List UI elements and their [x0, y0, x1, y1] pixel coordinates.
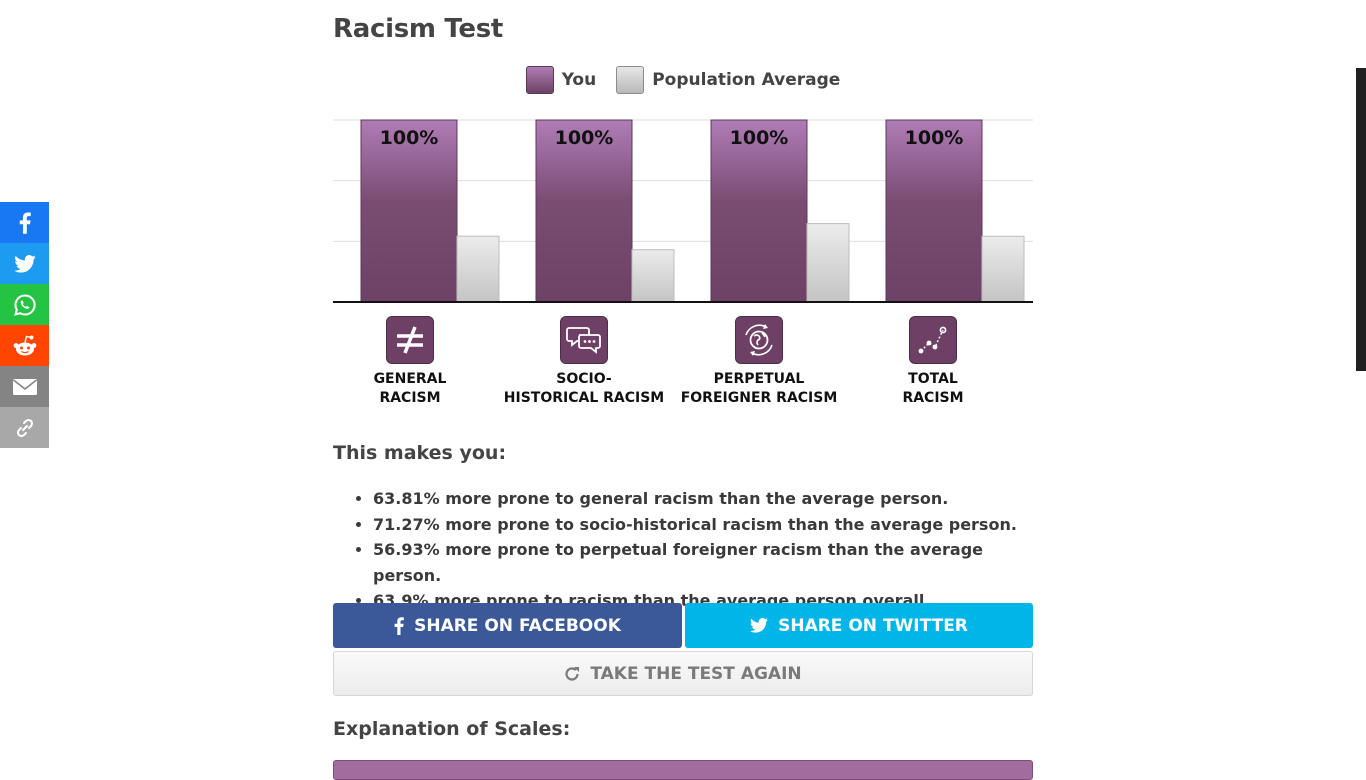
results-bar-chart: 100% 100% 100% 100% — [333, 119, 1033, 303]
category-labels: GENERAL RACISM SOCIO- HISTORICAL RACISM PE… — [333, 316, 1033, 408]
legend-item-average: Population Average — [616, 66, 840, 94]
share-rail-copy-link[interactable] — [0, 407, 49, 448]
category-label: TOTAL RACISM — [902, 371, 964, 406]
share-facebook-label: SHARE ON FACEBOOK — [414, 615, 621, 636]
legend-label-average: Population Average — [652, 70, 841, 90]
twitter-icon — [750, 618, 769, 633]
whatsapp-icon — [13, 293, 36, 316]
social-share-rail — [0, 202, 49, 448]
facebook-icon — [19, 212, 31, 234]
globe-icon — [735, 316, 783, 364]
share-twitter-label: SHARE ON TWITTER — [778, 615, 968, 636]
legend-label-you: You — [561, 70, 597, 90]
share-rail-facebook[interactable] — [0, 202, 49, 243]
graph-nodes-icon — [909, 316, 957, 364]
results-heading: This makes you: — [333, 442, 507, 464]
explanation-scale-bar — [333, 760, 1033, 780]
speech-bubbles-icon — [560, 316, 608, 364]
bar-average-1 — [456, 235, 500, 303]
legend-item-you: You — [525, 66, 597, 94]
bar-you-label-3: 100% — [730, 127, 789, 149]
bar-you-2 — [535, 119, 633, 303]
twitter-icon — [13, 254, 36, 273]
bar-average-3 — [806, 223, 850, 303]
category-label: GENERAL RACISM — [373, 371, 447, 406]
category-label: SOCIO- HISTORICAL RACISM — [503, 371, 665, 406]
category-label: PERPETUAL FOREIGNER RACISM — [680, 371, 838, 406]
share-rail-twitter[interactable] — [0, 243, 49, 284]
facebook-icon — [394, 616, 404, 635]
category-general-racism: GENERAL RACISM — [320, 316, 500, 408]
bar-you-4 — [885, 119, 983, 303]
reddit-icon — [13, 335, 36, 355]
bar-you-label-4: 100% — [905, 127, 964, 149]
chart-legend: You Population Average — [333, 66, 1033, 94]
share-rail-reddit[interactable] — [0, 325, 49, 366]
category-perpetual-foreigner-racism: PERPETUAL FOREIGNER RACISM — [669, 316, 849, 408]
page-title: Racism Test — [333, 14, 504, 44]
not-equal-icon — [386, 316, 434, 364]
bar-you-label-2: 100% — [555, 127, 614, 149]
bar-you-3 — [710, 119, 808, 303]
share-facebook-button[interactable]: SHARE ON FACEBOOK — [333, 603, 682, 648]
results-list: 63.81% more prone to general racism than… — [333, 486, 1033, 614]
result-item: 56.93% more prone to perpetual foreigner… — [373, 537, 1033, 588]
category-socio-historical-racism: SOCIO- HISTORICAL RACISM — [494, 316, 674, 408]
refresh-icon — [565, 666, 580, 681]
result-item: 71.27% more prone to socio-historical ra… — [373, 512, 1033, 538]
bar-you-1 — [360, 119, 458, 303]
explanation-heading: Explanation of Scales: — [333, 718, 571, 740]
share-rail-whatsapp[interactable] — [0, 284, 49, 325]
take-test-again-label: TAKE THE TEST AGAIN — [590, 663, 802, 684]
copy-link-icon — [16, 418, 33, 437]
take-test-again-button[interactable]: TAKE THE TEST AGAIN — [333, 651, 1033, 696]
legend-swatch-you — [525, 66, 554, 94]
share-twitter-button[interactable]: SHARE ON TWITTER — [685, 603, 1033, 648]
result-item: 63.81% more prone to general racism than… — [373, 486, 1033, 512]
category-total-racism: TOTAL RACISM — [843, 316, 1023, 408]
legend-swatch-average — [616, 66, 645, 94]
bar-you-label-1: 100% — [380, 127, 439, 149]
bar-average-4 — [981, 235, 1025, 303]
page-scrollbar-thumb[interactable] — [1356, 68, 1366, 371]
bar-average-2 — [631, 249, 675, 303]
share-rail-email[interactable] — [0, 366, 49, 407]
email-icon — [12, 378, 37, 395]
